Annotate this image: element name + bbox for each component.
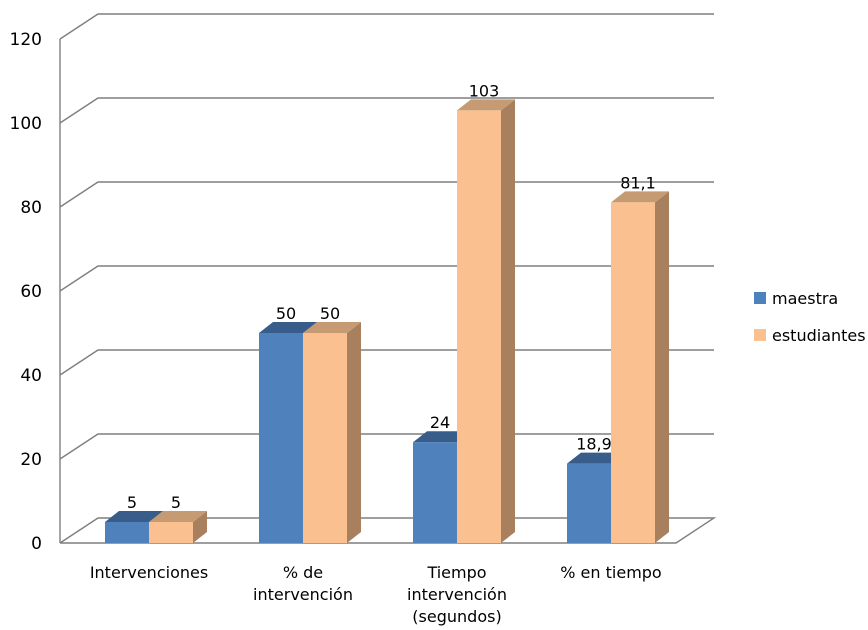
bar-front — [611, 202, 655, 543]
y-tick-label: 0 — [31, 534, 42, 554]
bar-side — [193, 511, 207, 543]
data-label: 50 — [276, 304, 296, 323]
bar-front — [457, 110, 501, 544]
bar-front — [567, 463, 611, 543]
data-label: 24 — [430, 413, 450, 432]
bar-top — [567, 452, 625, 464]
bar — [303, 322, 361, 543]
legend-label: maestra — [772, 289, 838, 308]
bar-front — [149, 522, 193, 543]
x-tick-label: % de intervención — [253, 563, 353, 604]
bar — [611, 191, 669, 543]
y-tick-label: 100 — [10, 114, 42, 134]
data-label: 5 — [171, 493, 181, 512]
bar — [457, 99, 515, 544]
legend: maestra estudiantes — [754, 289, 866, 345]
gridline — [59, 97, 714, 124]
y-tick-labels: 0 20 40 60 80 100 120 — [10, 30, 42, 554]
y-tick-label: 20 — [20, 450, 42, 470]
y-tick-label: 40 — [20, 366, 42, 386]
bar-top — [611, 191, 669, 203]
data-label: 5 — [127, 493, 137, 512]
x-tick-label: Tiempo intervención (segundos) — [407, 563, 507, 626]
bar-side — [347, 322, 361, 543]
data-label: 81,1 — [620, 173, 656, 192]
bar-side — [501, 99, 515, 544]
legend-swatch — [754, 292, 766, 304]
gridline — [59, 13, 714, 40]
y-tick-label: 80 — [20, 198, 42, 218]
y-tick-label: 120 — [10, 30, 42, 50]
x-tick-label: Intervenciones — [90, 563, 208, 582]
bar-front — [413, 442, 457, 543]
bar-front — [105, 522, 149, 543]
bar-top — [413, 431, 471, 443]
legend-swatch — [754, 329, 766, 341]
bar-top — [149, 511, 207, 522]
bar-side — [655, 191, 669, 543]
bar-front — [259, 333, 303, 543]
bar-front — [303, 333, 347, 543]
legend-label: estudiantes — [772, 326, 866, 345]
bar-top — [457, 99, 515, 111]
y-tick-label: 60 — [20, 282, 42, 302]
bar-top — [303, 322, 361, 333]
data-labels: 5 5 50 50 24 103 18,9 81,1 — [127, 81, 656, 512]
bar-top — [259, 322, 317, 333]
bar — [149, 511, 207, 543]
x-tick-label: % en tiempo — [560, 563, 661, 582]
data-label: 50 — [320, 304, 340, 323]
bar-top — [105, 511, 163, 522]
category-labels: Intervenciones % de intervención Tiempo inte… — [90, 563, 662, 626]
data-label: 18,9 — [576, 435, 612, 454]
data-label: 103 — [469, 81, 500, 100]
bars — [105, 99, 669, 544]
